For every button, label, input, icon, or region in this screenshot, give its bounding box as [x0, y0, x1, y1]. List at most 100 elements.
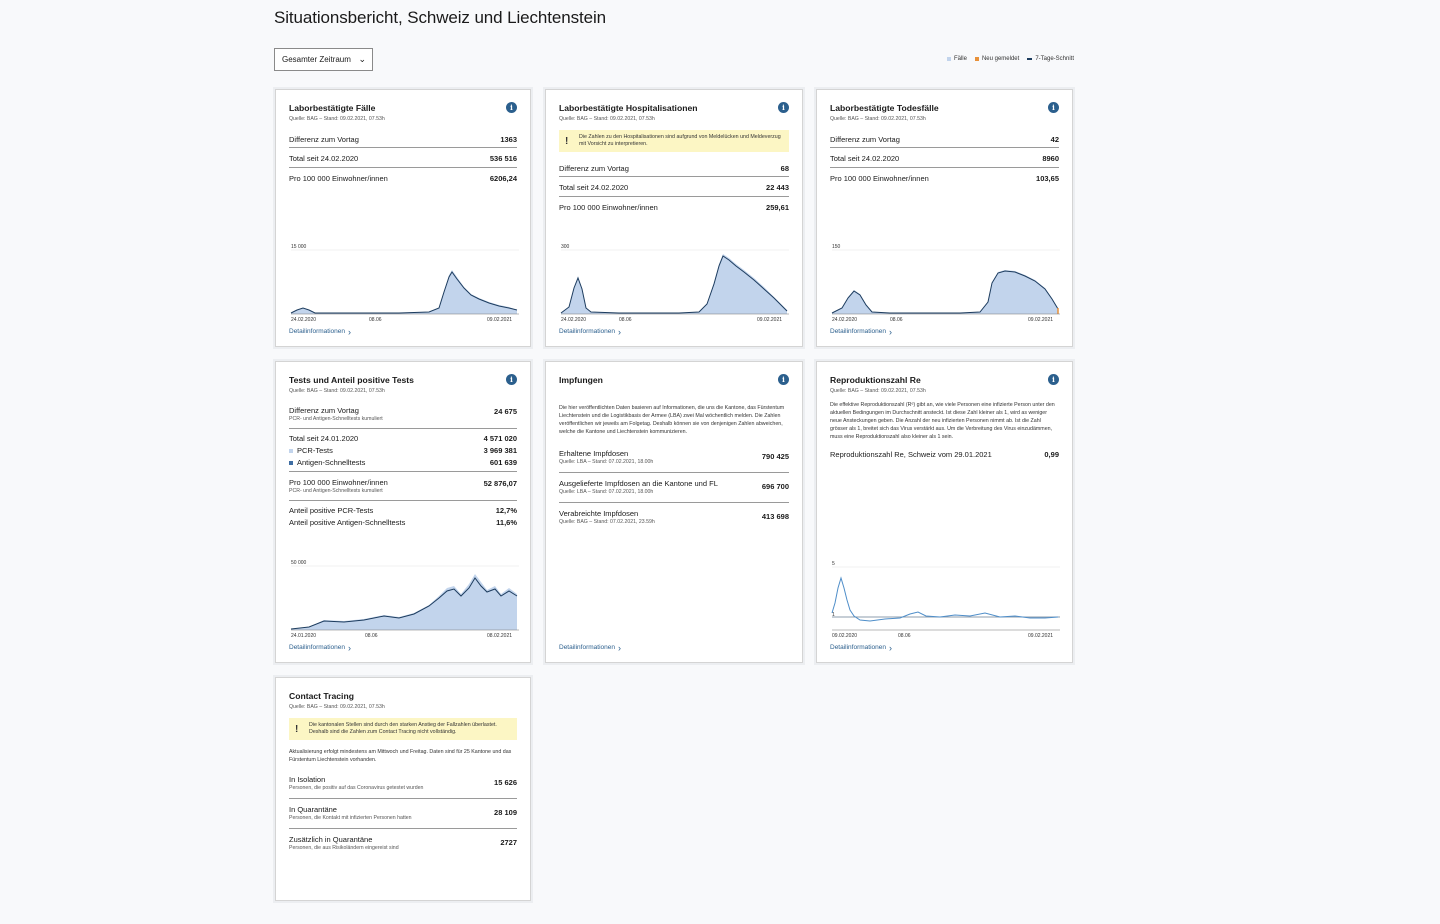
cases-chart: 15 000 24.02.2020 08.06 09.02.2021 — [289, 242, 519, 323]
detail-link[interactable]: Detailinformationen › — [289, 326, 352, 337]
stat-value: 3 969 381 — [483, 446, 517, 455]
legend-item-new: Neu gemeldet — [974, 56, 1020, 62]
stat-note: Quelle: LBA – Stand: 07.02.2021, 18.00h — [559, 459, 654, 465]
detail-link[interactable]: Detailinformationen › — [830, 642, 893, 653]
warning-text: Die Zahlen zu den Hospitalisationen sind… — [579, 134, 781, 147]
card-title: Laborbestätigte Hospitalisationen — [559, 103, 698, 113]
stat-label-group: Pro 100 000 Einwohner/innen PCR- und Anti… — [289, 478, 388, 494]
legend-swatch — [974, 57, 979, 61]
stat-label: Total seit 24.01.2020 — [289, 434, 359, 443]
antigen-swatch — [289, 461, 293, 466]
stat-value: 696 700 — [761, 482, 789, 491]
stat-value: 24 675 — [494, 407, 517, 416]
y-axis-one-label: 1 — [832, 612, 835, 618]
card-reproduction: Reproduktionszahl Re Quelle: BAG – Stand… — [816, 361, 1073, 663]
stat-label: Erhaltene Impfdosen — [559, 449, 629, 458]
stat-label: Ausgelieferte Impfdosen an die Kantone u… — [559, 479, 718, 488]
seven-day-avg-line — [560, 255, 788, 314]
detail-link[interactable]: Detailinformationen › — [559, 643, 621, 652]
deaths-chart: 150 24.02.2020 08.06 09.02.2021 — [830, 242, 1060, 323]
x-axis-end-label: 09.02.2021 — [757, 317, 782, 323]
stat-label: PCR-Tests — [297, 446, 333, 455]
info-icon[interactable]: i — [506, 102, 517, 113]
y-axis-max-label: 300 — [561, 244, 570, 250]
stat-row: Differenz zum Vortag 1363 — [289, 135, 517, 148]
stat-value: 413 698 — [761, 512, 789, 521]
chevron-right-icon: › — [618, 326, 622, 337]
stat-label: Differenz zum Vortag — [559, 164, 629, 173]
seven-day-avg-line — [290, 271, 518, 314]
legend-item-cases: Fälle — [946, 56, 967, 62]
chevron-right-icon: › — [889, 642, 893, 653]
stat-value: 536 516 — [489, 154, 517, 163]
stat-label: Pro 100 000 Einwohner/innen — [559, 203, 658, 212]
stat-row: Verabreichte Impfdosen Quelle: BAG – Stan… — [559, 503, 789, 533]
info-icon[interactable]: i — [1048, 102, 1059, 113]
card-source: Quelle: BAG – Stand: 09.02.2021, 07.53h — [830, 116, 926, 122]
detail-link-label: Detailinformationen — [289, 644, 346, 651]
stat-value: 22 443 — [766, 183, 789, 192]
stat-label: Pro 100 000 Einwohner/innen — [289, 174, 388, 183]
stat-label-group: Verabreichte Impfdosen Quelle: BAG – Stan… — [559, 509, 655, 525]
stat-label-group: In Isolation Personen, die positiv auf da… — [289, 775, 423, 791]
stat-row: Differenz zum Vortag 68 — [559, 164, 789, 177]
card-source: Quelle: BAG – Stand: 09.02.2021, 07.53h — [559, 116, 655, 122]
stat-label: Verabreichte Impfdosen — [559, 509, 639, 518]
seven-day-avg-line — [831, 270, 1059, 314]
chevron-right-icon: › — [348, 326, 352, 337]
info-icon[interactable]: i — [778, 102, 789, 113]
stat-row: Total seit 24.01.2020 4 571 020 — [289, 434, 517, 446]
x-axis-end-label: 09.02.2021 — [487, 317, 512, 323]
stat-note: PCR- und Antigen-Schnelltests kumuliert — [289, 488, 383, 494]
info-icon[interactable]: i — [506, 374, 517, 385]
stat-note: PCR- und Antigen-Schnelltests kumuliert — [289, 416, 383, 422]
exclamation-icon: ! — [565, 135, 569, 147]
stat-row: Erhaltene Impfdosen Quelle: LBA – Stand: … — [559, 449, 789, 473]
stat-value: 2727 — [500, 838, 517, 847]
x-axis-start-label: 24.02.2020 — [561, 317, 586, 323]
x-axis-mid-label: 08.06 — [365, 633, 378, 639]
info-icon[interactable]: i — [1048, 374, 1059, 385]
stat-note: Personen, die aus Risikoländern eingerei… — [289, 845, 399, 851]
stat-label-group: Zusätzlich in Quarantäne Personen, die au… — [289, 835, 399, 851]
chevron-down-icon: ⌄ — [358, 54, 366, 64]
card-title: Impfungen — [559, 375, 603, 385]
y-axis-max-label: 5 — [832, 561, 835, 567]
stat-note: Quelle: BAG – Stand: 07.02.2021, 23.59h — [559, 519, 655, 525]
chart-legend: Fälle Neu gemeldet 7-Tage-Schnitt — [946, 56, 1074, 62]
warning-box: ! Die kantonalen Stellen sind durch den s… — [289, 718, 517, 740]
stat-value: 12,7% — [495, 506, 517, 515]
legend-label: Fälle — [953, 56, 967, 62]
stat-value: 601 639 — [489, 458, 517, 467]
card-source: Quelle: BAG – Stand: 09.02.2021, 07.53h — [289, 704, 385, 710]
stat-row: Anteil positive PCR-Tests 12,7% — [289, 501, 517, 518]
x-axis-start-label: 09.02.2020 — [832, 633, 857, 639]
stat-row: Reproduktionszahl Re, Schweiz vom 29.01.… — [830, 450, 1059, 459]
legend-swatch — [1027, 58, 1033, 60]
stat-label-group: Ausgelieferte Impfdosen an die Kantone u… — [559, 479, 718, 495]
info-icon[interactable]: i — [778, 374, 789, 385]
legend-label: Neu gemeldet — [981, 56, 1020, 62]
page-title: Situationsbericht, Schweiz und Liechtens… — [274, 8, 607, 27]
detail-link-label: Detailinformationen — [559, 328, 616, 335]
stat-row: Pro 100 000 Einwohner/innen PCR- und Anti… — [289, 472, 517, 501]
stat-label: Differenz zum Vortag — [289, 406, 359, 415]
period-select[interactable]: Gesamter Zeitraum ⌄ — [274, 48, 373, 71]
warning-text: Die kantonalen Stellen sind durch den st… — [309, 722, 497, 735]
legend-swatch — [946, 57, 951, 61]
stat-label: Total seit 24.02.2020 — [559, 183, 629, 192]
stat-label: Antigen-Schnelltests — [297, 458, 366, 467]
stat-label: Differenz zum Vortag — [830, 135, 900, 144]
x-axis-end-label: 09.02.2021 — [1028, 633, 1053, 639]
stat-label: Differenz zum Vortag — [289, 135, 359, 144]
stat-label: Pro 100 000 Einwohner/innen — [289, 478, 388, 487]
stat-label: Pro 100 000 Einwohner/innen — [830, 174, 929, 183]
detail-link[interactable]: Detailinformationen › — [289, 642, 352, 653]
stat-label: In Isolation — [289, 775, 326, 784]
detail-link-label: Detailinformationen — [289, 328, 346, 335]
detail-link[interactable]: Detailinformationen › — [559, 326, 622, 337]
chevron-right-icon: › — [348, 642, 352, 653]
detail-link-label: Detailinformationen — [830, 328, 887, 335]
stat-row: Total seit 24.02.2020 536 516 — [289, 148, 517, 168]
detail-link[interactable]: Detailinformationen › — [830, 327, 892, 336]
